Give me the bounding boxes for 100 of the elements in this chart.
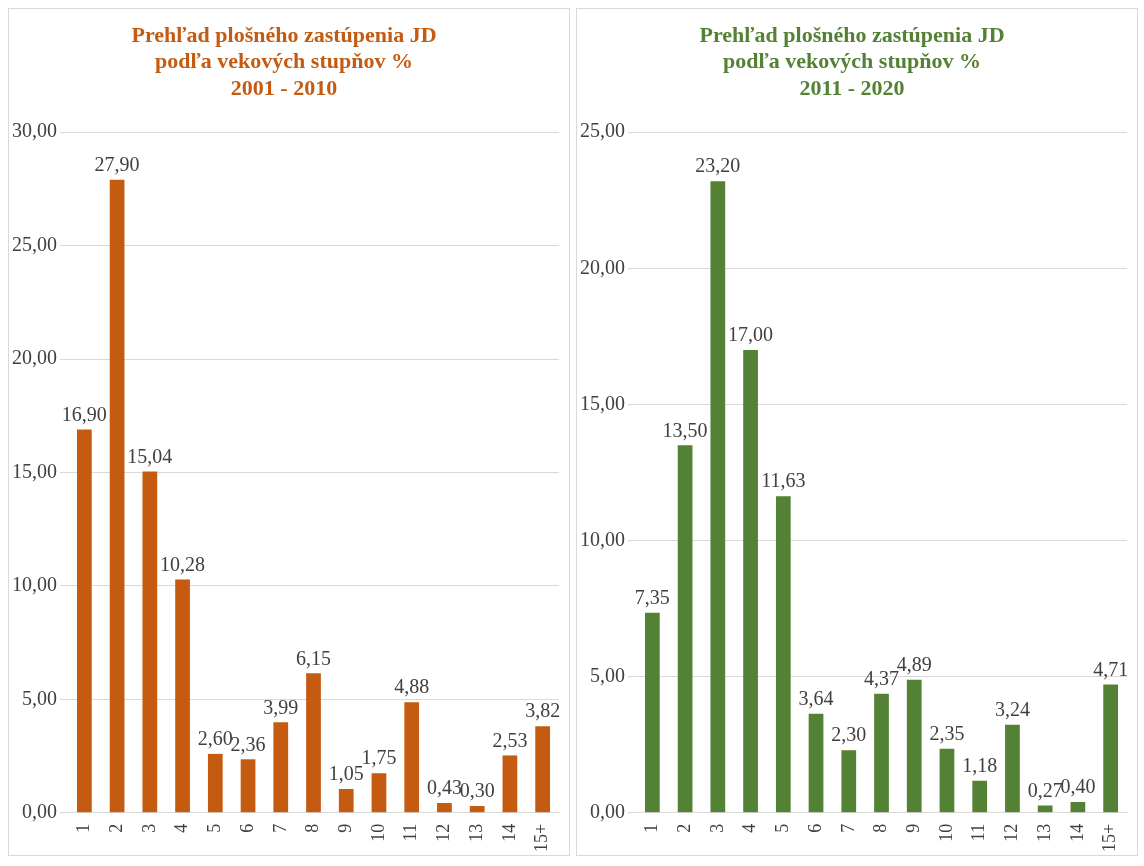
y-tick-label: 20,00 [12,346,57,369]
bar [808,713,824,813]
x-tick-label: 12 [433,823,454,842]
y-tick-label: 30,00 [12,119,57,142]
x-tick-label: 3 [138,823,159,833]
chart-title: Prehľad plošného zastúpenia JD podľa vekových stupňov % 2011 - 2020 [699,21,1005,100]
data-label: 4,88 [394,675,430,698]
x-tick-label: 6 [804,823,825,833]
bar [502,755,518,813]
bar [371,773,387,813]
y-tick-label: 5,00 [22,686,57,709]
data-label: 10,28 [160,552,206,575]
data-label: 2,30 [831,723,867,746]
x-tick-label: 11 [400,823,421,842]
bar [437,803,452,813]
bar [469,806,485,813]
data-label: 3,24 [994,697,1030,720]
data-label: 4,71 [1093,657,1129,680]
data-label: 0,40 [1060,775,1096,798]
bar [743,350,758,813]
data-label: 1,05 [328,762,364,785]
y-tick-label: 10,00 [12,573,57,596]
bar [1037,805,1053,813]
x-tick-label: 8 [302,823,323,833]
bar [710,181,726,813]
data-label: 17,00 [728,323,774,346]
bar [841,750,857,813]
bar [77,429,92,813]
x-tick-label: 15+ [1099,823,1120,852]
x-tick-label: 10 [935,823,956,842]
bar [1070,801,1086,813]
x-tick-label: 7 [837,823,858,833]
x-tick-label: 13 [465,823,486,842]
bar [306,673,321,813]
x-tick-label: 14 [1066,823,1087,842]
bar [775,496,791,813]
x-tick-label: 15+ [531,823,552,852]
data-label: 1,75 [361,746,397,769]
x-tick-label: 4 [739,823,760,833]
x-tick-label: 2 [105,823,126,833]
x-tick-label: 4 [171,823,192,833]
x-tick-label: 1 [73,823,94,833]
bar [240,759,256,813]
x-tick-label: 6 [236,823,257,833]
data-label: 4,89 [896,652,932,675]
x-tick-label: 11 [968,823,989,842]
x-tick-label: 10 [367,823,388,842]
bar [338,789,354,813]
x-tick-label: 13 [1033,823,1054,842]
bar [972,780,988,813]
x-tick-label: 8 [870,823,891,833]
y-tick-label: 25,00 [580,119,625,142]
y-tick-label: 5,00 [590,663,625,686]
x-tick-label: 5 [772,823,793,833]
data-label: 23,20 [695,154,741,177]
bar [207,753,223,813]
data-label: 27,90 [94,153,140,176]
data-label: 6,15 [296,646,331,669]
data-label: 1,18 [962,753,998,776]
bar [939,748,955,813]
x-tick-label: 1 [641,823,662,833]
data-label: 15,04 [127,444,173,467]
y-tick-label: 10,00 [580,527,625,550]
data-label: 0,43 [426,776,462,799]
x-tick-label: 14 [498,823,519,842]
bar [142,471,158,813]
x-tick-label: 9 [902,823,923,833]
data-label: 3,99 [263,695,299,718]
bar [109,179,125,813]
data-label: 7,35 [634,585,670,608]
y-tick-label: 0,00 [22,800,57,823]
bar [677,445,693,813]
bar [1103,684,1118,813]
x-tick-label: 2 [673,823,694,833]
bar [535,726,550,813]
x-tick-label: 9 [334,823,355,833]
data-label: 16,90 [61,402,107,425]
bar [1005,724,1020,813]
bar [874,693,889,813]
data-label: 13,50 [662,418,708,441]
data-label: 2,35 [929,722,965,745]
x-tick-label: 5 [204,823,225,833]
x-tick-label: 7 [269,823,290,833]
y-tick-label: 15,00 [12,459,57,482]
chart-title: Prehľad plošného zastúpenia JD podľa vekových stupňov % 2001 - 2010 [131,21,437,100]
y-tick-label: 0,00 [590,800,625,823]
bar [273,722,289,813]
data-label: 2,53 [492,728,528,751]
data-label: 3,82 [525,699,561,722]
y-tick-label: 20,00 [580,255,625,278]
y-tick-label: 25,00 [12,232,57,255]
data-label: 11,63 [761,469,806,492]
x-tick-label: 3 [706,823,727,833]
bar [906,679,922,813]
bar [645,612,660,813]
bar [404,702,420,813]
bar [175,579,190,813]
y-tick-label: 15,00 [580,391,625,414]
x-tick-label: 12 [1001,823,1022,842]
data-label: 3,64 [798,687,834,709]
